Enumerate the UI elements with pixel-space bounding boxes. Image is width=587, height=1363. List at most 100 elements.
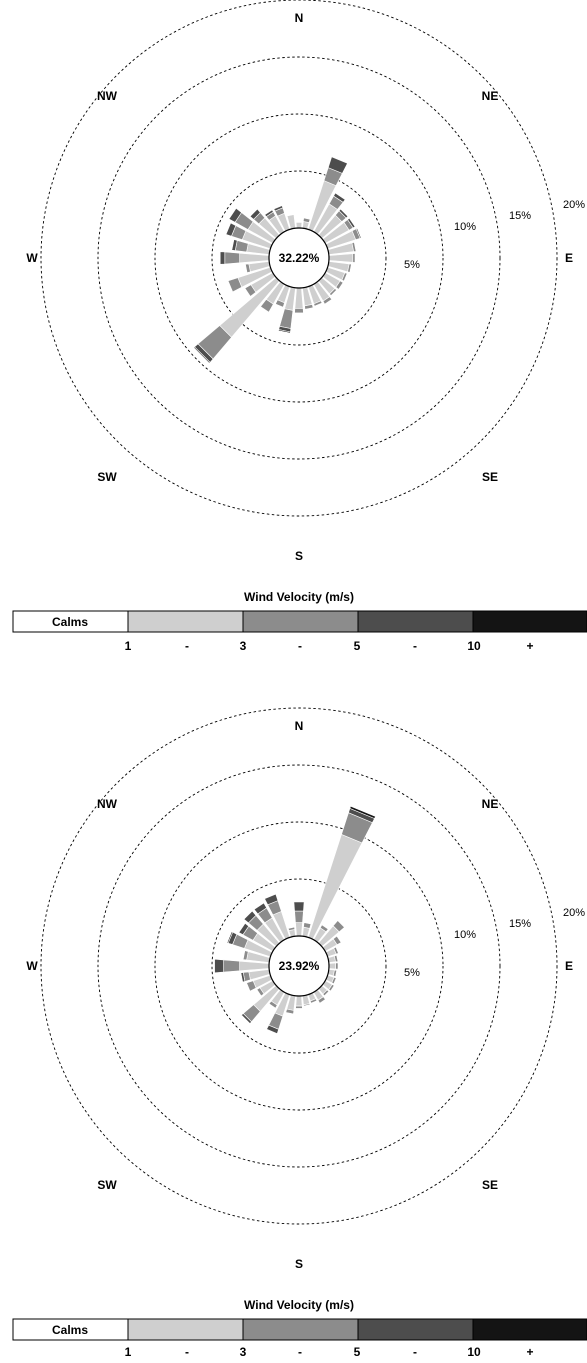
legend-tick-10: 10 — [467, 639, 481, 653]
legend-swatch-3-5 — [242, 1318, 359, 1341]
petal-segment-14625-bin-2 — [317, 996, 326, 1004]
legend-title: Wind Velocity (m/s) — [244, 1298, 354, 1312]
petal-segment-32625-bin-3 — [253, 902, 267, 915]
direction-label-nw: NW — [97, 797, 118, 811]
ring-10pct — [154, 821, 444, 1111]
petal-segment-12375-bin-2 — [328, 984, 335, 992]
ring-10pct — [154, 113, 444, 403]
legend-calms-label: Calms — [52, 615, 88, 629]
petal-segment-9000-bin-1 — [328, 253, 354, 263]
ring-label-10: 10% — [454, 221, 476, 233]
petal-segment-27000-bin-1 — [239, 960, 270, 972]
legend-swatch-1-3 — [127, 1318, 244, 1341]
petal-segment-12375-bin-2 — [335, 280, 344, 290]
petal-segment-30375-bin-3 — [228, 207, 242, 223]
petal-segment-28125-bin-3 — [231, 239, 238, 251]
ring-label-15: 15% — [509, 210, 531, 222]
petal-segment-18000-bin-2 — [294, 308, 304, 314]
petal-segment-14625-bin-2 — [322, 296, 333, 305]
petal-segment-7875-bin-2 — [334, 954, 339, 963]
petal-segment-1125-bin-2 — [303, 922, 312, 929]
legend-tick-5: 5 — [354, 1345, 361, 1358]
calms-circle — [268, 227, 330, 289]
petal-segment-24750-bin-2 — [227, 277, 243, 293]
petal-segment-27000-bin-3 — [219, 251, 226, 265]
direction-label-ne: NE — [482, 797, 499, 811]
petal-segment-23625-bin-2 — [244, 284, 257, 297]
petal-segment-0-bin-2 — [294, 910, 304, 923]
legend-swatch-5-10 — [357, 1318, 474, 1341]
legend-tick-dash: - — [298, 1345, 302, 1358]
petal-segment-10125-bin-2 — [332, 969, 338, 977]
legend-swatch-3-5 — [242, 610, 359, 633]
petal-segment-9000-bin-1 — [328, 962, 337, 970]
petal-segment-25875-bin-2 — [245, 263, 251, 274]
petal-segment-27000-bin-2 — [223, 959, 240, 973]
petal-segment-19125-bin-2 — [285, 1008, 295, 1015]
petal-segment-5625-bin-3 — [347, 217, 356, 229]
legend-swatch-5-10 — [357, 610, 474, 633]
petal-segment-2250-bin-3 — [327, 156, 348, 174]
petal-segment-30375-bin-3 — [238, 922, 250, 936]
petal-segment-4500-bin-2 — [332, 920, 345, 933]
legend-swatch-1-3 — [127, 610, 244, 633]
direction-label-n: N — [295, 719, 304, 733]
petal-segment-25875-bin-3 — [240, 972, 246, 983]
direction-label-n: N — [295, 11, 304, 25]
petal-segment-3375-bin-2 — [319, 924, 329, 933]
legend-tick-3: 3 — [240, 1345, 247, 1358]
petal-segment-22500-bin-4 — [193, 346, 211, 364]
petal-segment-9000-bin-2 — [335, 962, 339, 970]
petal-segment-6750-bin-3 — [355, 227, 362, 239]
petal-segment-16875-bin-2 — [303, 1003, 311, 1007]
ring-label-5: 5% — [404, 259, 420, 271]
ring-label-15: 15% — [509, 918, 531, 930]
petal-segment-31500-bin-3 — [249, 208, 261, 220]
legend-tick-5: 5 — [354, 639, 361, 653]
petal-segment-13500-bin-2 — [322, 989, 330, 997]
ring-label-20: 20% — [563, 907, 585, 919]
petal-segment-34875-bin-2 — [287, 926, 296, 931]
petal-segment-0-bin-1 — [295, 222, 303, 229]
ring-5pct — [211, 878, 387, 1054]
petal-segment-32625-bin-3 — [264, 209, 274, 218]
petal-segment-7875-bin-2 — [351, 241, 357, 252]
direction-label-e: E — [565, 251, 573, 265]
petal-segment-19125-bin-2 — [279, 308, 294, 329]
petal-segment-18000-bin-2 — [295, 1005, 303, 1009]
direction-label-sw: SW — [97, 470, 117, 484]
ring-20pct — [40, 0, 558, 517]
petal-segment-20250-bin-3 — [266, 1024, 279, 1035]
ring-label-10: 10% — [454, 929, 476, 941]
legend-tick-1: 1 — [125, 1345, 132, 1358]
legend-tick-3: 3 — [240, 639, 247, 653]
petal-segment-27000-bin-1 — [239, 252, 270, 264]
direction-label-s: S — [295, 549, 303, 563]
legend-calms-label: Calms — [52, 1323, 88, 1337]
petal-segment-1125-bin-2 — [302, 217, 311, 223]
legend-swatch-10-plus — [472, 1318, 587, 1341]
legend-title: Wind Velocity (m/s) — [244, 590, 354, 604]
legend-swatch-10-plus — [472, 610, 587, 633]
direction-label-e: E — [565, 959, 573, 973]
petal-segment-0-bin-1 — [295, 922, 303, 937]
petal-segment-31500-bin-3 — [243, 910, 257, 924]
petal-segment-24750-bin-2 — [246, 980, 257, 992]
legend-tick-dash: - — [185, 639, 189, 653]
legend-tick-10: 10 — [467, 1345, 481, 1358]
petal-segment-19125-bin-4 — [278, 329, 291, 334]
petal-segment-21375-bin-2 — [268, 1000, 278, 1009]
legend-tick-dash: - — [298, 639, 302, 653]
petal-segment-20250-bin-2 — [275, 299, 285, 308]
direction-label-s: S — [295, 1257, 303, 1271]
petal-segment-27000-bin-2 — [224, 251, 240, 265]
petal-segment-9000-bin-2 — [352, 253, 356, 263]
direction-label-ne: NE — [482, 89, 499, 103]
petal-segment-15750-bin-2 — [309, 998, 318, 1004]
petal-segment-33750-bin-3 — [264, 893, 279, 906]
wind-velocity-legend-1: Wind Velocity (m/s) Calms 1 - 3 - 5 - 10… — [12, 590, 587, 653]
petal-segment-10125-bin-2 — [347, 263, 352, 273]
direction-label-nw: NW — [97, 89, 118, 103]
legend-tick-plus: + — [526, 639, 533, 653]
